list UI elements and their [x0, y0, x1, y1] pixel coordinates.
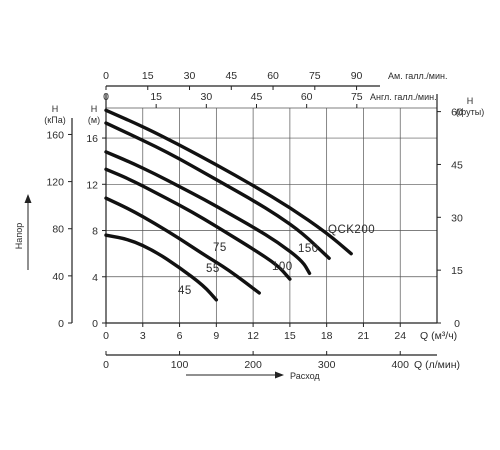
series-label-45: 45 [178, 285, 192, 297]
flow-arrow-label: Расход [290, 371, 320, 381]
ukgal-tick-label: 30 [200, 91, 212, 103]
lmin-tick-label: 400 [391, 359, 409, 371]
series-line-qck200 [104, 108, 353, 256]
flow-arrow-icon [275, 371, 284, 379]
kpa-tick-label: 40 [52, 271, 64, 283]
lmin-tick-label: 100 [171, 359, 189, 371]
y-tick-label: 8 [92, 226, 98, 238]
lmin-axis-label: Q (л/мин) [414, 359, 460, 371]
lmin-tick-label: 300 [318, 359, 336, 371]
series-line-55 [104, 196, 261, 295]
ukgal-tick-label: 75 [351, 91, 363, 103]
usgal-tick-label: 0 [103, 70, 109, 82]
kpa-axis-title: H (кПа) [44, 104, 65, 125]
series-label-100: 100 [272, 261, 293, 273]
feet-tick-label: 45 [451, 159, 463, 171]
usgal-tick-label: 60 [267, 70, 279, 82]
series-line-45 [104, 233, 219, 302]
feet-tick-label: 0 [454, 318, 460, 330]
x-tick-label: 6 [177, 330, 183, 342]
y-axis-unit-m: H (м) [88, 104, 100, 125]
x-tick-label: 18 [321, 330, 333, 342]
x-axis-unit: Q (м³/ч) [420, 330, 457, 342]
head-arrow-label: Напор [14, 223, 24, 249]
y-tick-label: 0 [92, 318, 98, 330]
lmin-tick-label: 200 [244, 359, 262, 371]
series-line-100 [104, 150, 312, 275]
x-tick-label: 3 [140, 330, 146, 342]
usgal-tick-label: 30 [184, 70, 196, 82]
grid [106, 107, 438, 323]
head-arrow-icon [24, 194, 32, 203]
kpa-tick-label: 0 [58, 318, 64, 330]
x-tick-label: 9 [213, 330, 219, 342]
series-group [104, 108, 353, 302]
usgal-tick-label: 45 [225, 70, 237, 82]
ukgal-tick-label: 0 [103, 91, 109, 103]
kpa-tick-label: 120 [46, 177, 64, 189]
x-tick-label: 12 [247, 330, 259, 342]
usgal-tick-label: 15 [142, 70, 154, 82]
lmin-tick-label: 0 [103, 359, 109, 371]
series-line-150 [104, 121, 331, 260]
kpa-tick-label: 160 [46, 129, 64, 141]
ukgal-tick-label: 15 [150, 91, 162, 103]
y-tick-label: 4 [92, 272, 98, 284]
series-label-qck200: QCK200 [328, 224, 375, 236]
feet-tick-label: 30 [451, 212, 463, 224]
ukgal-tick-label: 45 [251, 91, 263, 103]
x-tick-label: 15 [284, 330, 296, 342]
feet-axis-title: H (футы) [456, 96, 484, 117]
kpa-tick-label: 80 [52, 224, 64, 236]
series-line-75 [104, 167, 292, 281]
usgal-tick-label: 75 [309, 70, 321, 82]
feet-tick-label: 15 [451, 265, 463, 277]
usgal-axis-label: Ам. галл./мин. [388, 71, 447, 81]
y-tick-label: 12 [86, 179, 98, 191]
series-label-75: 75 [213, 242, 227, 254]
x-tick-label: 0 [103, 330, 109, 342]
x-tick-label: 24 [394, 330, 406, 342]
y-tick-label: 16 [86, 133, 98, 145]
axes [105, 94, 438, 324]
series-label-55: 55 [206, 263, 220, 275]
series-label-150: 150 [298, 243, 319, 255]
feet-tick-label: 60 [451, 107, 463, 119]
usgal-tick-label: 90 [351, 70, 363, 82]
x-tick-label: 21 [358, 330, 370, 342]
ukgal-axis-label: Англ. галл./мин. [370, 92, 437, 102]
ukgal-tick-label: 60 [301, 91, 313, 103]
